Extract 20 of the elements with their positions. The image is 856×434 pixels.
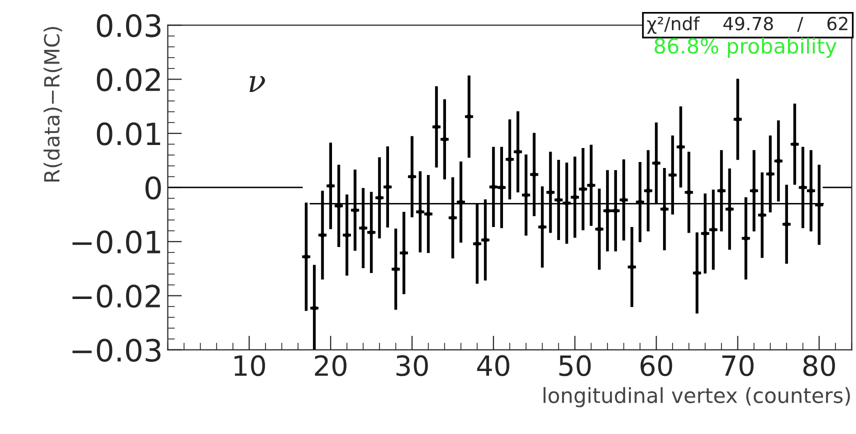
y-tick-label: −0.02: [72, 284, 160, 308]
x-tick-label: 50: [559, 355, 591, 376]
x-tick-label: 10: [234, 355, 266, 376]
annotation: ν: [250, 76, 265, 92]
annotation: 86.8% probability: [654, 38, 837, 58]
y-tick-label: 0.02: [96, 68, 160, 92]
y-tick-label: −0.03: [72, 338, 160, 362]
y-tick-label: 0.03: [96, 14, 160, 38]
x-tick-label: 30: [396, 355, 428, 376]
x-tick-label: 80: [803, 355, 835, 376]
annotation: χ²/ndf 49.78 / 62: [647, 16, 848, 34]
y-tick-label: 0: [145, 176, 161, 200]
x-tick-label: 70: [722, 355, 754, 376]
y-tick-label: −0.01: [72, 230, 160, 254]
x-tick-label: 20: [314, 355, 346, 376]
x-axis-title: longitudinal vertex (counters): [544, 387, 850, 408]
y-tick-label: 0.01: [96, 122, 160, 146]
y-axis-title: R(data)−R(MC): [44, 26, 62, 182]
x-tick-label: 60: [640, 355, 672, 376]
x-tick-label: 40: [477, 355, 510, 376]
